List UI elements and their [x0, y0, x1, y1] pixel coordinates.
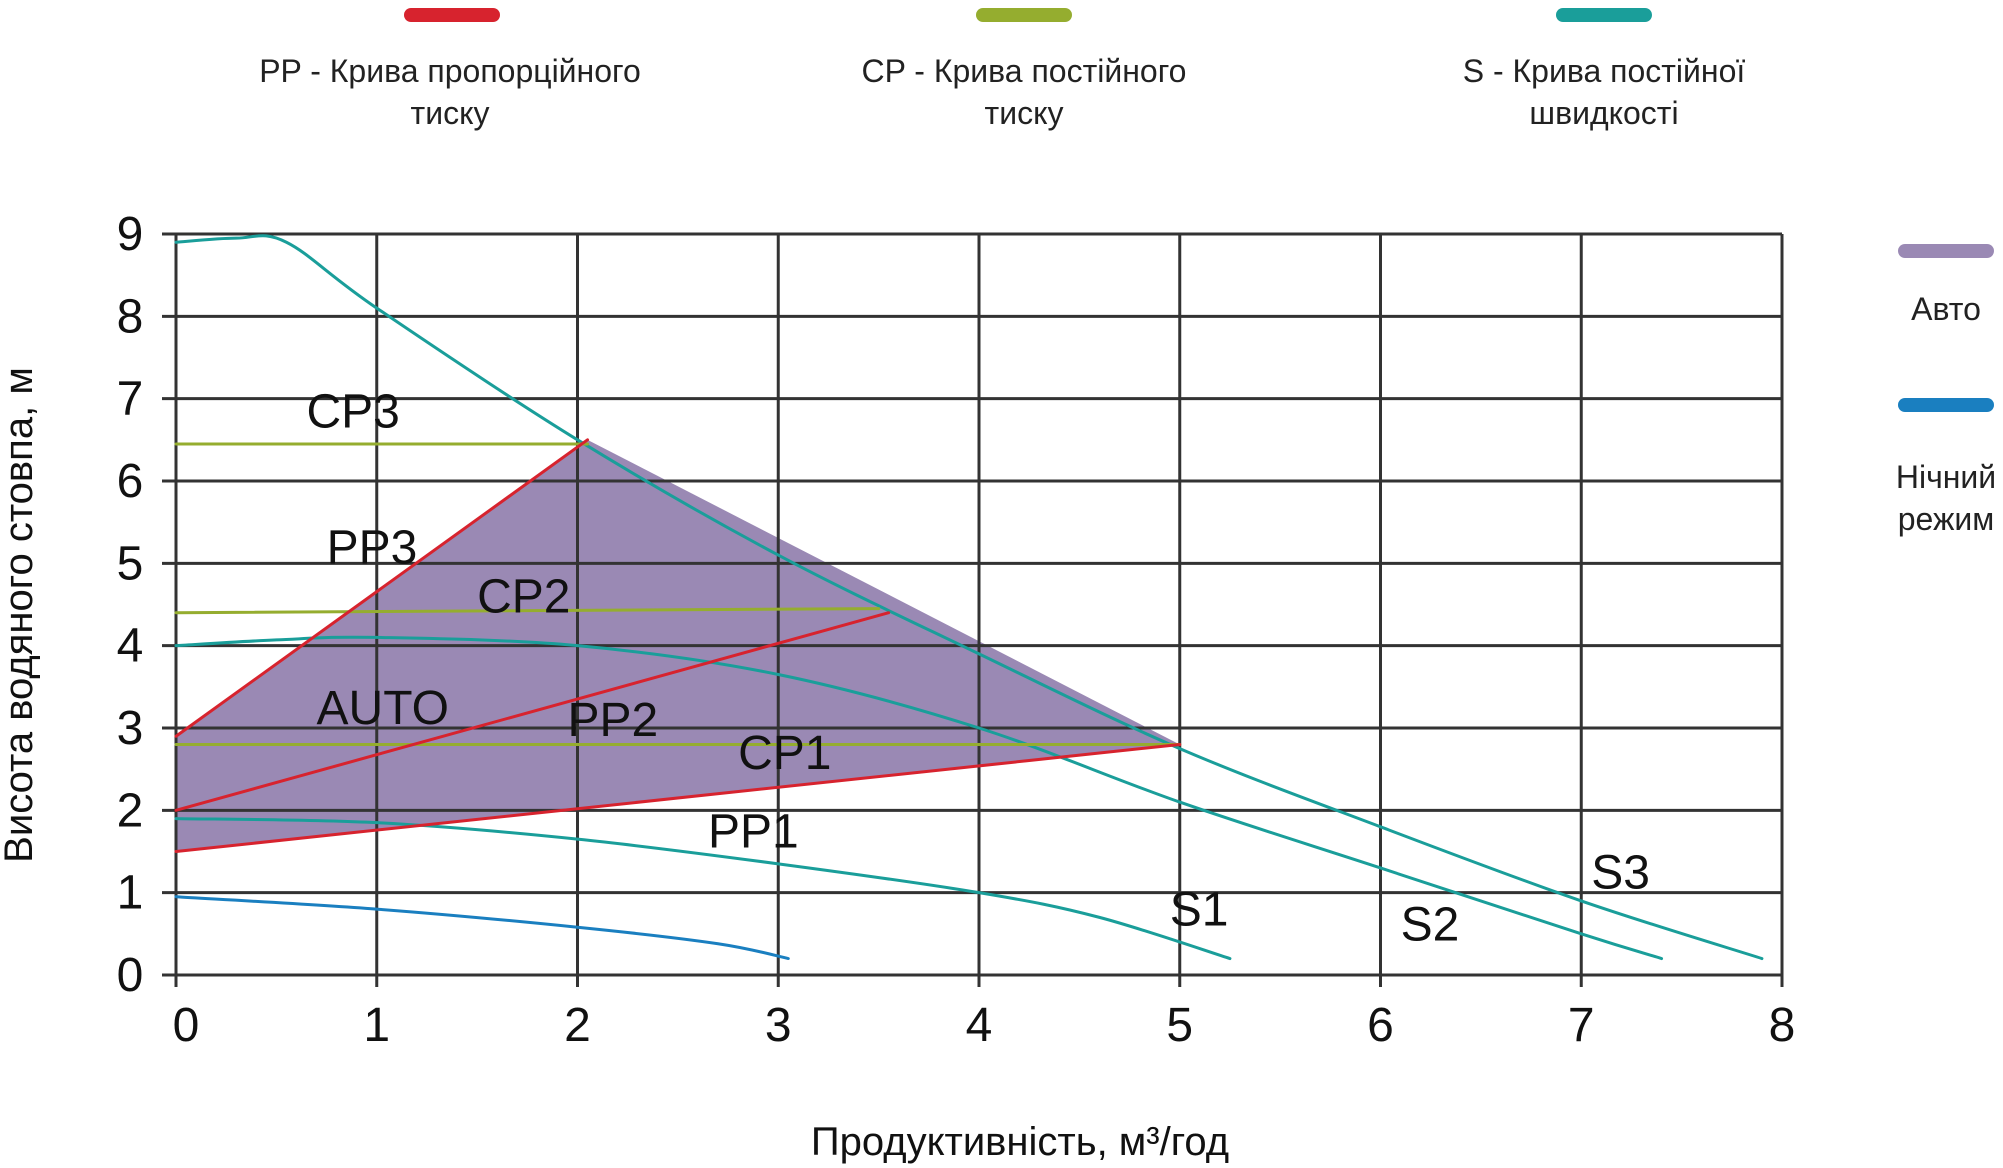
y-tick-label-5: 5 [117, 537, 144, 590]
y-tick-label-9: 9 [117, 208, 144, 261]
legend-label-cp-line2: тиску [984, 95, 1064, 131]
curve-label-s3: S3 [1591, 847, 1650, 900]
x-tick-label-6: 6 [1367, 999, 1394, 1052]
curve-label-cp2: CP2 [477, 571, 570, 624]
y-axis-title: Висота водяного стовпа, м [0, 367, 41, 863]
legend-label-s-line1: S - Крива постійної [1462, 53, 1746, 89]
y-tick-label-2: 2 [117, 784, 144, 837]
y-tick-label-4: 4 [117, 620, 144, 673]
legend-swatch-pp [404, 8, 500, 22]
series-pp3 [174, 438, 590, 738]
series-night-mode [174, 895, 790, 961]
series-s3 [174, 234, 1764, 961]
series-cp2 [174, 607, 881, 615]
legend-label-pp-line1: PP - Крива пропорційного [259, 53, 641, 89]
curve-label-pp1: PP1 [708, 805, 799, 858]
curve-label-cp1: CP1 [738, 727, 831, 780]
curve-label-pp2: PP2 [567, 694, 658, 747]
legend-item-pp: PP - Крива пропорційного тиску [150, 50, 750, 134]
y-tick-label-6: 6 [117, 455, 144, 508]
y-tick-label-3: 3 [117, 702, 144, 755]
legend-swatch-auto [1898, 244, 1994, 258]
legend-item-auto: Авто [1856, 288, 2003, 330]
curve-label-cp3: CP3 [306, 385, 399, 438]
series-pp2 [174, 611, 891, 812]
x-axis-title: Продуктивність, м³/год [811, 1120, 1229, 1164]
x-tick-label-1: 1 [363, 999, 390, 1052]
legend-label-night-line1: Нічний [1895, 459, 1997, 495]
legend-label-s-line2: швидкості [1529, 95, 1679, 131]
x-tick-label-3: 3 [765, 999, 792, 1052]
x-tick-label-8: 8 [1769, 999, 1796, 1052]
legend-item-s: S - Крива постійної швидкості [1304, 50, 1904, 134]
x-tick-label-5: 5 [1166, 999, 1193, 1052]
legend-label-pp-line2: тиску [410, 95, 490, 131]
legend-label-auto: Авто [1911, 291, 1981, 327]
curve-label-s2: S2 [1401, 898, 1460, 951]
x-tick-label-0: 0 [173, 999, 200, 1052]
legend-label-night-line2: режим [1897, 501, 1995, 537]
curve-label-auto: AUTO [317, 682, 449, 735]
legend-swatch-cp [976, 8, 1072, 22]
series-pp1 [174, 742, 1182, 853]
x-tick-label-2: 2 [564, 999, 591, 1052]
curve-label-s1: S1 [1170, 884, 1229, 937]
y-tick-label-1: 1 [117, 867, 144, 920]
x-tick-label-4: 4 [966, 999, 993, 1052]
legend-swatch-night [1898, 398, 1994, 412]
legend-swatch-s [1556, 8, 1652, 22]
series-s2 [174, 635, 1664, 961]
y-tick-label-0: 0 [117, 949, 144, 1002]
x-tick-label-7: 7 [1568, 999, 1595, 1052]
legend-item-night: Нічний режим [1856, 456, 2003, 540]
series-s1 [174, 817, 1232, 961]
y-tick-label-7: 7 [117, 373, 144, 426]
curve-label-pp3: PP3 [327, 521, 418, 574]
pump-performance-chart: 0 1 2 3 4 5 6 7 8 0 1 2 3 4 5 6 7 8 9 CP3 PP3 CP2 AUTO PP2 CP1 P… [0, 208, 1796, 1164]
legend-label-cp-line1: CP - Крива постійного [861, 53, 1187, 89]
y-tick-label-8: 8 [117, 290, 144, 343]
legend-item-cp: CP - Крива постійного тиску [724, 50, 1324, 134]
